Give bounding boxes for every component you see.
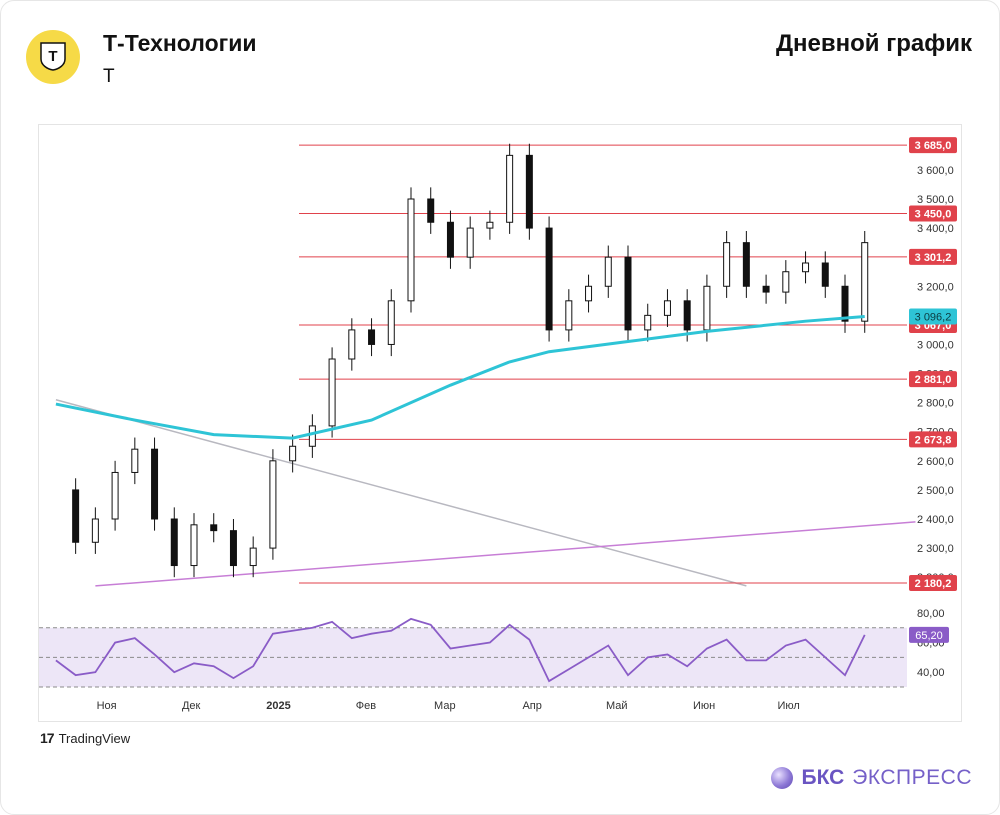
level-tag: [909, 205, 957, 222]
candle-body: [821, 262, 829, 287]
level-label: 2 881,0: [915, 374, 952, 386]
rsi-tick-label: 40,00: [917, 667, 945, 679]
x-tick-label: 2025: [266, 700, 290, 712]
candle-body: [111, 471, 119, 520]
candle-body: [841, 285, 849, 322]
candle-body: [289, 445, 297, 462]
candle-body: [170, 518, 178, 567]
level-label: 3 685,0: [915, 140, 952, 152]
company-logo: Т: [26, 30, 80, 84]
candle-body: [466, 227, 474, 258]
x-tick-label: Июл: [777, 700, 799, 712]
candle-body: [348, 329, 356, 360]
candle-body: [249, 547, 257, 567]
ma-label: 3 096,2: [915, 311, 952, 323]
candle-body: [506, 154, 514, 223]
candle-body: [703, 285, 711, 331]
level-label: 2 673,8: [915, 434, 952, 446]
price-tick-label: 2 800,0: [917, 398, 954, 410]
candle-body: [486, 221, 494, 229]
candle-body: [131, 448, 139, 473]
price-tick-label: 2 400,0: [917, 514, 954, 526]
chart-kind-title: Дневной график: [775, 30, 972, 57]
candle-body: [91, 518, 99, 543]
price-tick-label: 3 000,0: [917, 339, 954, 351]
shield-icon: Т: [40, 42, 66, 71]
price-tick-label: 3 600,0: [917, 165, 954, 177]
candle-body: [407, 198, 415, 302]
candle-body: [545, 227, 553, 331]
x-tick-label: Фев: [356, 700, 376, 712]
ticker-symbol: T: [103, 66, 115, 87]
candle-body: [210, 524, 218, 532]
chart-frame: 2 800,02 900,03 000,03 100,03 200,03 300…: [38, 124, 962, 722]
tradingview-icon: 17: [40, 730, 55, 746]
price-tick-label: 2 600,0: [917, 456, 954, 468]
candle-body: [644, 314, 652, 331]
brand-rest: ЭКСПРЕСС: [852, 766, 972, 789]
price-chart: 2 800,02 900,03 000,03 100,03 200,03 300…: [39, 136, 957, 712]
candle-body: [446, 221, 454, 258]
company-name: Т-Технологии: [103, 30, 257, 56]
candle-body: [624, 256, 632, 331]
candle-body: [308, 425, 316, 447]
price-tick-label: 2 300,0: [917, 543, 954, 555]
rsi-tag: [909, 626, 949, 643]
x-tick-label: Ноя: [97, 700, 117, 712]
candle-body: [762, 285, 770, 293]
candle-body: [72, 489, 80, 543]
x-tick-label: Мар: [434, 700, 456, 712]
trend-line: [55, 399, 747, 587]
level-label: 3 301,2: [915, 252, 952, 264]
candle-body: [565, 300, 573, 331]
x-tick-label: Дек: [182, 700, 201, 712]
tradingview-label: TradingView: [58, 730, 131, 746]
candle-body: [861, 242, 869, 322]
rsi-tick-label: 80,00: [917, 608, 945, 620]
level-label: 2 180,2: [915, 578, 952, 590]
brand-logo: БКС ЭКСПРЕСС: [771, 766, 972, 790]
logo-letter: Т: [48, 48, 57, 65]
candle-body: [742, 242, 750, 287]
level-tag: [909, 574, 957, 591]
level-label: 3 450,0: [915, 209, 952, 221]
candle-body: [604, 256, 612, 287]
candle-body: [190, 524, 198, 567]
rsi-value-label: 65,20: [915, 630, 943, 642]
candle-body: [525, 154, 533, 229]
candle-body: [368, 329, 376, 345]
moving-average-line: [55, 314, 865, 440]
candle-body: [723, 242, 731, 287]
level-tag: [909, 371, 957, 388]
x-tick-label: Июн: [693, 700, 715, 712]
candle-body: [585, 285, 593, 302]
level-tag: [909, 248, 957, 265]
candle-body: [663, 300, 671, 316]
candle-body: [782, 271, 790, 293]
price-tick-label: 3 400,0: [917, 223, 954, 235]
level-tag: [909, 137, 957, 154]
price-tick-label: 2 500,0: [917, 485, 954, 497]
candle-body: [683, 300, 691, 331]
ma-tag: [909, 308, 957, 325]
candle-body: [802, 262, 810, 273]
candle-body: [328, 358, 336, 427]
price-tick-label: 3 500,0: [917, 194, 954, 206]
candle-body: [269, 460, 277, 549]
candle-body: [229, 530, 237, 567]
tradingview-credit: 17 TradingView: [40, 730, 130, 746]
candle-body: [387, 300, 395, 345]
brand-ball-icon: [771, 767, 794, 789]
price-tick-label: 3 200,0: [917, 281, 954, 293]
candle-body: [427, 198, 435, 223]
x-tick-label: Май: [606, 700, 628, 712]
x-tick-label: Апр: [522, 700, 541, 712]
trend-line: [95, 521, 916, 587]
level-tag: [909, 431, 957, 448]
rsi-line: [55, 617, 866, 683]
brand-bold: БКС: [801, 766, 845, 789]
candle-body: [151, 448, 159, 520]
